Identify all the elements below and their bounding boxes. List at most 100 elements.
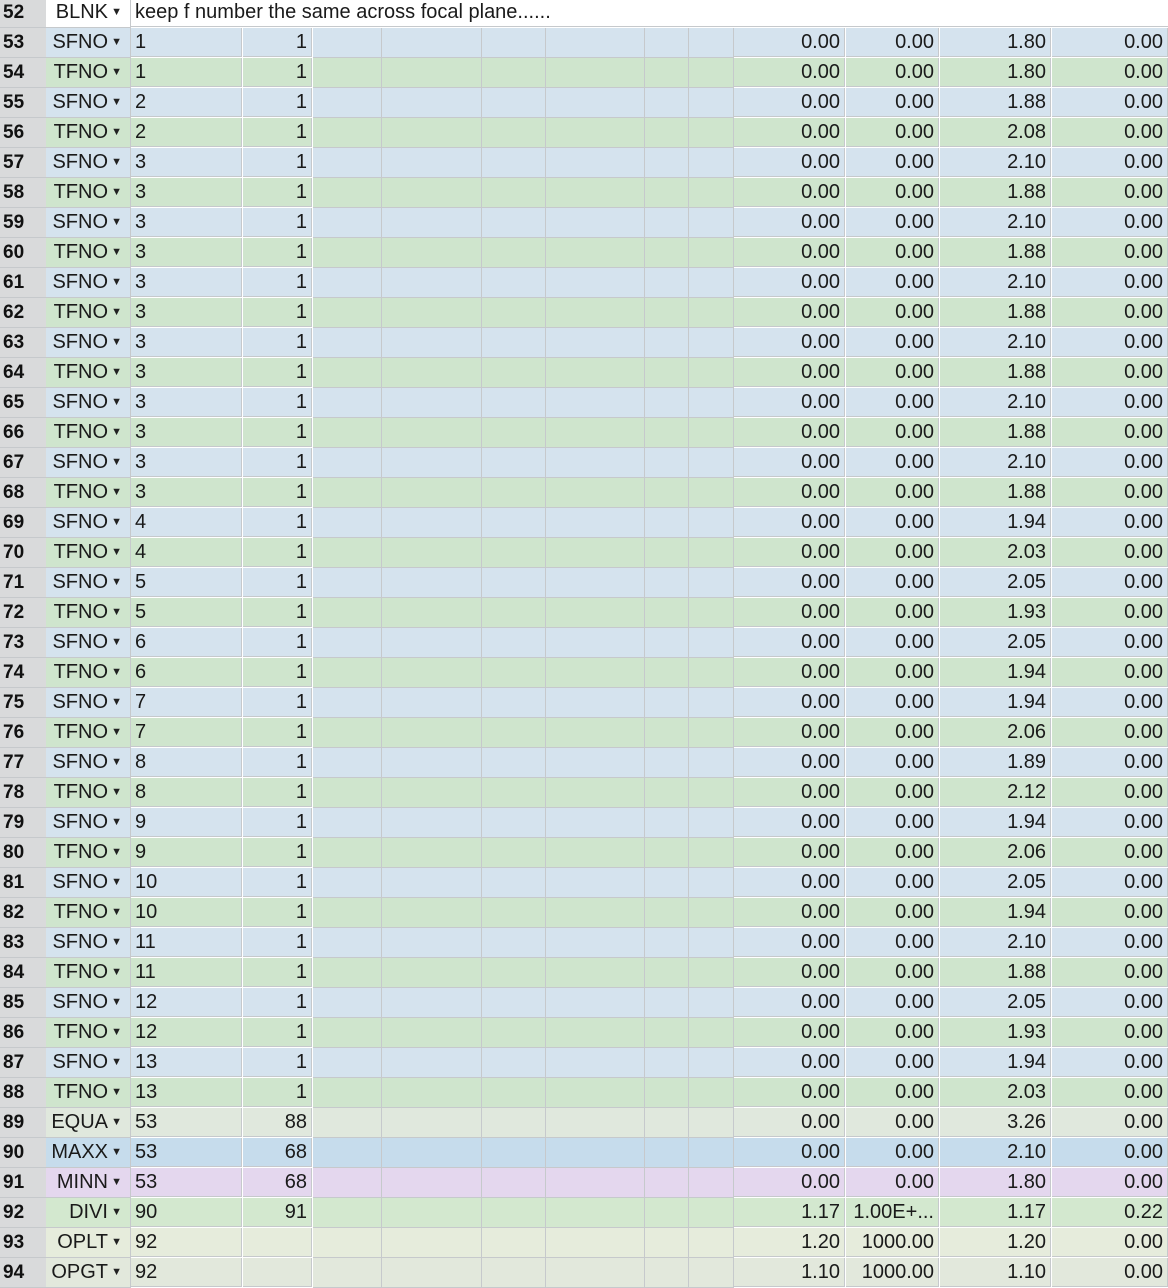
value-cell[interactable]: 2.08 [940,118,1051,147]
operand-type-dropdown[interactable]: TFNO ▼ [46,298,131,328]
contrib-cell[interactable]: 0.00 [1052,508,1168,537]
caret-down-icon[interactable]: ▼ [111,1056,122,1068]
param-3-cell[interactable] [313,1018,382,1048]
row-header[interactable]: 85 [0,988,49,1018]
param-3-cell[interactable] [313,568,382,598]
param-2-cell[interactable]: 1 [243,388,312,417]
weight-cell[interactable]: 0.00 [846,1108,939,1137]
operand-type-dropdown[interactable]: MAXX ▼ [46,1138,131,1168]
param-1-cell[interactable]: 1 [131,28,242,57]
param-7-cell[interactable] [645,1078,689,1108]
param-4-cell[interactable] [382,598,482,628]
weight-cell[interactable]: 0.00 [846,1018,939,1047]
param-3-cell[interactable] [313,658,382,688]
param-2-cell[interactable]: 1 [243,148,312,177]
param-8-cell[interactable] [689,1168,734,1198]
param-6-cell[interactable] [546,1108,645,1138]
value-cell[interactable]: 2.06 [940,838,1051,867]
contrib-cell[interactable]: 0.00 [1052,1108,1168,1137]
param-6-cell[interactable] [546,778,645,808]
weight-cell[interactable]: 0.00 [846,898,939,927]
param-6-cell[interactable] [546,898,645,928]
param-7-cell[interactable] [645,1138,689,1168]
param-1-cell[interactable]: 13 [131,1048,242,1077]
param-6-cell[interactable] [546,448,645,478]
row-header[interactable]: 62 [0,298,49,328]
param-5-cell[interactable] [482,478,546,508]
param-5-cell[interactable] [482,88,546,118]
target-cell[interactable]: 0.00 [734,1018,845,1047]
caret-down-icon[interactable]: ▼ [111,636,122,648]
param-8-cell[interactable] [689,1048,734,1078]
param-5-cell[interactable] [482,1228,546,1258]
param-8-cell[interactable] [689,778,734,808]
param-4-cell[interactable] [382,268,482,298]
operand-type-dropdown[interactable]: SFNO ▼ [46,1048,131,1078]
param-7-cell[interactable] [645,448,689,478]
param-2-cell[interactable]: 1 [243,658,312,687]
param-8-cell[interactable] [689,868,734,898]
param-8-cell[interactable] [689,808,734,838]
row-header[interactable]: 73 [0,628,49,658]
row-header[interactable]: 90 [0,1138,49,1168]
param-1-cell[interactable]: 11 [131,928,242,957]
param-7-cell[interactable] [645,928,689,958]
param-4-cell[interactable] [382,1108,482,1138]
param-2-cell[interactable]: 1 [243,928,312,957]
param-4-cell[interactable] [382,358,482,388]
value-cell[interactable]: 2.06 [940,718,1051,747]
value-cell[interactable]: 2.10 [940,388,1051,417]
param-4-cell[interactable] [382,928,482,958]
param-1-cell[interactable]: 3 [131,298,242,327]
caret-down-icon[interactable]: ▼ [111,906,122,918]
param-3-cell[interactable] [313,208,382,238]
target-cell[interactable]: 0.00 [734,268,845,297]
param-8-cell[interactable] [689,598,734,628]
caret-down-icon[interactable]: ▼ [111,246,122,258]
target-cell[interactable]: 0.00 [734,238,845,267]
row-header[interactable]: 79 [0,808,49,838]
param-5-cell[interactable] [482,778,546,808]
param-3-cell[interactable] [313,268,382,298]
contrib-cell[interactable]: 0.22 [1052,1198,1168,1227]
target-cell[interactable]: 0.00 [734,328,845,357]
contrib-cell[interactable]: 0.00 [1052,1168,1168,1197]
param-6-cell[interactable] [546,358,645,388]
param-6-cell[interactable] [546,988,645,1018]
target-cell[interactable]: 0.00 [734,1108,845,1137]
weight-cell[interactable]: 0.00 [846,388,939,417]
param-7-cell[interactable] [645,658,689,688]
param-7-cell[interactable] [645,838,689,868]
weight-cell[interactable]: 0.00 [846,1168,939,1197]
target-cell[interactable]: 0.00 [734,1078,845,1107]
caret-down-icon[interactable]: ▼ [111,1176,122,1188]
target-cell[interactable]: 0.00 [734,898,845,927]
param-5-cell[interactable] [482,718,546,748]
target-cell[interactable]: 0.00 [734,28,845,57]
caret-down-icon[interactable]: ▼ [111,456,122,468]
operand-type-dropdown[interactable]: SFNO ▼ [46,928,131,958]
contrib-cell[interactable]: 0.00 [1052,658,1168,687]
caret-down-icon[interactable]: ▼ [111,1206,122,1218]
param-8-cell[interactable] [689,88,734,118]
param-6-cell[interactable] [546,688,645,718]
param-4-cell[interactable] [382,778,482,808]
param-6-cell[interactable] [546,1078,645,1108]
param-4-cell[interactable] [382,1258,482,1288]
operand-type-dropdown[interactable]: TFNO ▼ [46,538,131,568]
operand-type-dropdown[interactable]: BLNK ▼ [46,0,131,28]
caret-down-icon[interactable]: ▼ [111,1266,122,1278]
caret-down-icon[interactable]: ▼ [111,486,122,498]
value-cell[interactable]: 1.88 [940,958,1051,987]
param-7-cell[interactable] [645,568,689,598]
row-header[interactable]: 68 [0,478,49,508]
value-cell[interactable]: 2.12 [940,778,1051,807]
param-3-cell[interactable] [313,1108,382,1138]
caret-down-icon[interactable]: ▼ [111,846,122,858]
contrib-cell[interactable]: 0.00 [1052,808,1168,837]
param-1-cell[interactable]: 3 [131,448,242,477]
contrib-cell[interactable]: 0.00 [1052,238,1168,267]
operand-type-dropdown[interactable]: EQUA ▼ [46,1108,131,1138]
param-3-cell[interactable] [313,748,382,778]
operand-type-dropdown[interactable]: SFNO ▼ [46,388,131,418]
